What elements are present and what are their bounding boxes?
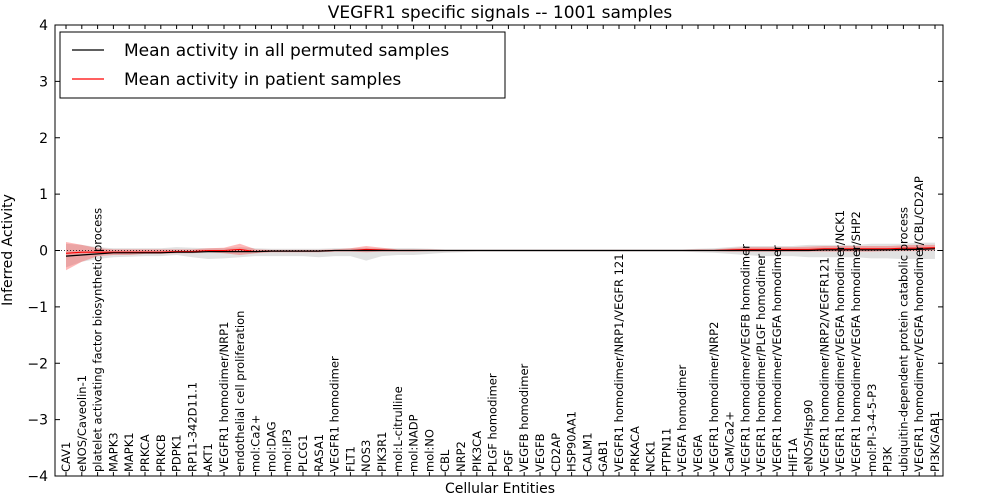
legend-box: [59, 31, 506, 99]
category-label: PLGF homodimer: [486, 373, 500, 472]
legend-label-permuted: Mean activity in all permuted samples: [124, 41, 449, 61]
category-label: VEGFR1 homodimer/NRP2: [707, 322, 721, 472]
y-axis-label: Inferred Activity: [0, 194, 16, 306]
category-label: VEGFR1 homodimer/VEGFA homodimer/NCK1: [833, 210, 847, 472]
category-labels: CAV1 eNOS/Caveolin-1 platelet activating f…: [59, 25, 942, 476]
category-label: GAB1: [596, 440, 610, 472]
chart-title: VEGFR1 specific signals -- 1001 samples: [328, 3, 673, 23]
permuted-band: [66, 242, 935, 268]
category-label: RP11-342D11.1: [185, 382, 199, 472]
x-axis-label: Cellular Entities: [445, 481, 555, 497]
category-label: VEGFR1 homodimer/VEGFA homodimer: [770, 245, 784, 472]
category-label: mol:NADP: [407, 414, 421, 472]
y-tick-label: 1: [39, 187, 48, 203]
y-tick-label: −4: [27, 469, 48, 485]
category-label: VEGFR1 homodimer/NRP1/VEGFR 121: [612, 253, 626, 472]
category-label: VEGFB: [533, 433, 547, 472]
y-tick-label: −2: [27, 356, 48, 372]
category-label: MAPK3: [106, 432, 120, 472]
category-label: mol:PI-3-4-5-P3: [865, 384, 879, 472]
category-label: mol:Ca2+: [249, 415, 263, 472]
series-lines: [65, 247, 936, 257]
category-label: platelet activating factor biosynthetic …: [91, 208, 105, 472]
category-label: NOS3: [359, 440, 373, 472]
category-label: PGF: [501, 450, 515, 472]
category-label: PIK3CA: [470, 431, 484, 472]
category-label: MAPK1: [122, 432, 136, 472]
category-label: VEGFB homodimer: [517, 363, 531, 472]
category-label: CBL: [438, 449, 452, 472]
category-label: PDPK1: [170, 434, 184, 472]
category-label: mol:NO: [422, 429, 436, 472]
category-label: VEGFA: [691, 434, 705, 472]
y-axis-ticks: −4 −3 −2 −1 0 1 2 3 4: [27, 18, 943, 485]
category-label: HIF1A: [786, 438, 800, 472]
category-label: FLT1: [343, 446, 357, 472]
category-label: VEGFR1 homodimer/VEGFA homodimer/CBL/CD2…: [912, 176, 926, 472]
category-label: VEGFR1 homodimer/NRP2/VEGFR121: [817, 257, 831, 472]
category-label: NRP2: [454, 441, 468, 472]
category-label: PRKCB: [154, 434, 168, 472]
category-label: VEGFR1 homodimer: [328, 356, 342, 472]
category-label: mol:IP3: [280, 429, 294, 472]
category-label: PRKCA: [138, 434, 152, 472]
legend: Mean activity in all permuted samples Me…: [59, 31, 506, 99]
category-label: CaM/Ca2+: [723, 411, 737, 472]
category-label: PIK3R1: [375, 432, 389, 473]
category-label: ubiquitin-dependent protein catabolic pr…: [896, 207, 910, 472]
y-tick-label: −3: [27, 413, 48, 429]
category-label: endothelial cell proliferation: [233, 311, 247, 472]
category-label: CALM1: [580, 432, 594, 472]
confidence-bands: [66, 242, 935, 271]
y-tick-label: 2: [39, 131, 48, 147]
category-label: mol:DAG: [264, 421, 278, 472]
category-label: VEGFR1 homodimer/NRP1: [217, 322, 231, 472]
category-label: VEGFR1 homodimer/VEGFB homodimer: [738, 244, 752, 472]
category-label: HSP90AA1: [565, 411, 579, 472]
category-label: CAV1: [59, 442, 73, 472]
category-label: PI3K: [881, 446, 895, 472]
category-label: CD2AP: [549, 433, 563, 472]
category-label: VEGFR1 homodimer/VEGFA homodimer/SHP2: [849, 211, 863, 472]
category-label: PTPN11: [659, 428, 673, 472]
legend-label-patient: Mean activity in patient samples: [124, 70, 401, 90]
y-tick-label: 3: [39, 74, 48, 90]
category-label: PLCG1: [296, 434, 310, 472]
category-label: mol:L-citrulline: [391, 386, 405, 472]
category-label: PRKACA: [628, 426, 642, 472]
category-label: PI3K/GAB1: [928, 411, 942, 472]
category-label: VEGFA homodimer: [675, 365, 689, 472]
y-tick-label: 0: [39, 244, 48, 260]
y-tick-label: 4: [39, 18, 48, 34]
y-tick-label: −1: [27, 300, 48, 316]
series-line-permuted: [65, 248, 936, 257]
category-label: VEGFR1 homodimer/PLGF homodimer: [754, 254, 768, 472]
category-label: NCK1: [644, 441, 658, 473]
category-label: eNOS/Hsp90: [802, 400, 816, 472]
category-label: AKT1: [201, 443, 215, 472]
category-label: eNOS/Caveolin-1: [75, 375, 89, 472]
category-label: RASA1: [312, 434, 326, 472]
